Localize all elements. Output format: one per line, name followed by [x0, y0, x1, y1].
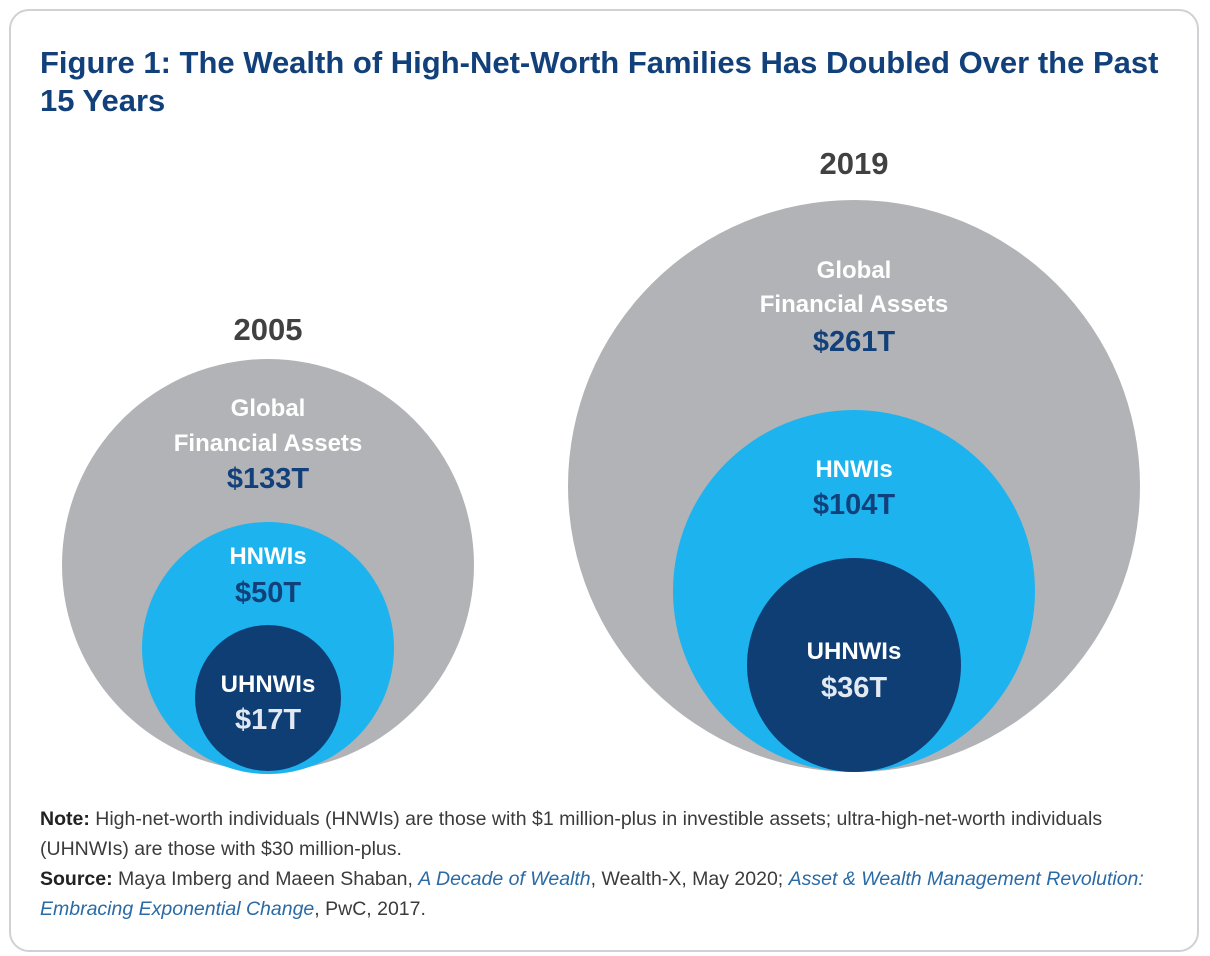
value-uhnwis: $36T [821, 672, 887, 704]
value-global: $261T [813, 326, 896, 358]
year-label: 2005 [234, 312, 303, 347]
note-label: Note: [40, 808, 90, 830]
value-uhnwis: $17T [235, 704, 301, 736]
figure-title: Figure 1: The Wealth of High-Net-Worth F… [40, 45, 1159, 118]
value-hnwis: $50T [235, 577, 301, 609]
label-hnwis: HNWIs [229, 543, 306, 570]
label-uhnwis: UHNWIs [221, 671, 316, 698]
value-global: $133T [227, 463, 310, 495]
group-2019: 2019 Global Financial Assets $261T HNWIs… [568, 146, 1140, 772]
label-hnwis: HNWIs [815, 456, 892, 483]
source-pwc: , PwC, 2017. [314, 898, 426, 920]
source-wealthx: , Wealth-X, May 2020; [590, 868, 789, 890]
circle-uhnwis [747, 558, 961, 772]
source-label: Source: [40, 868, 113, 890]
value-hnwis: $104T [813, 489, 896, 521]
source-authors: Maya Imberg and Maeen Shaban, [112, 868, 419, 890]
label-global-line1: Global [817, 257, 892, 284]
source-link-decade-of-wealth[interactable]: A Decade of Wealth [418, 868, 591, 890]
figure-source: Source: Maya Imberg and Maeen Shaban, A … [40, 864, 1170, 924]
label-uhnwis: UHNWIs [807, 638, 902, 665]
circle-uhnwis [195, 625, 341, 771]
source-link-pwc-report[interactable]: Asset & Wealth Management Revolution: Em… [40, 868, 1144, 920]
label-global-line2: Financial Assets [174, 430, 363, 457]
group-2005: 2005 Global Financial Assets $133T HNWIs… [62, 312, 474, 774]
label-global-line1: Global [231, 395, 306, 422]
year-label: 2019 [820, 146, 889, 181]
figure-note: Note: High-net-worth individuals (HNWIs)… [40, 804, 1170, 864]
label-global-line2: Financial Assets [760, 291, 949, 318]
note-text: High-net-worth individuals (HNWIs) are t… [40, 808, 1103, 860]
